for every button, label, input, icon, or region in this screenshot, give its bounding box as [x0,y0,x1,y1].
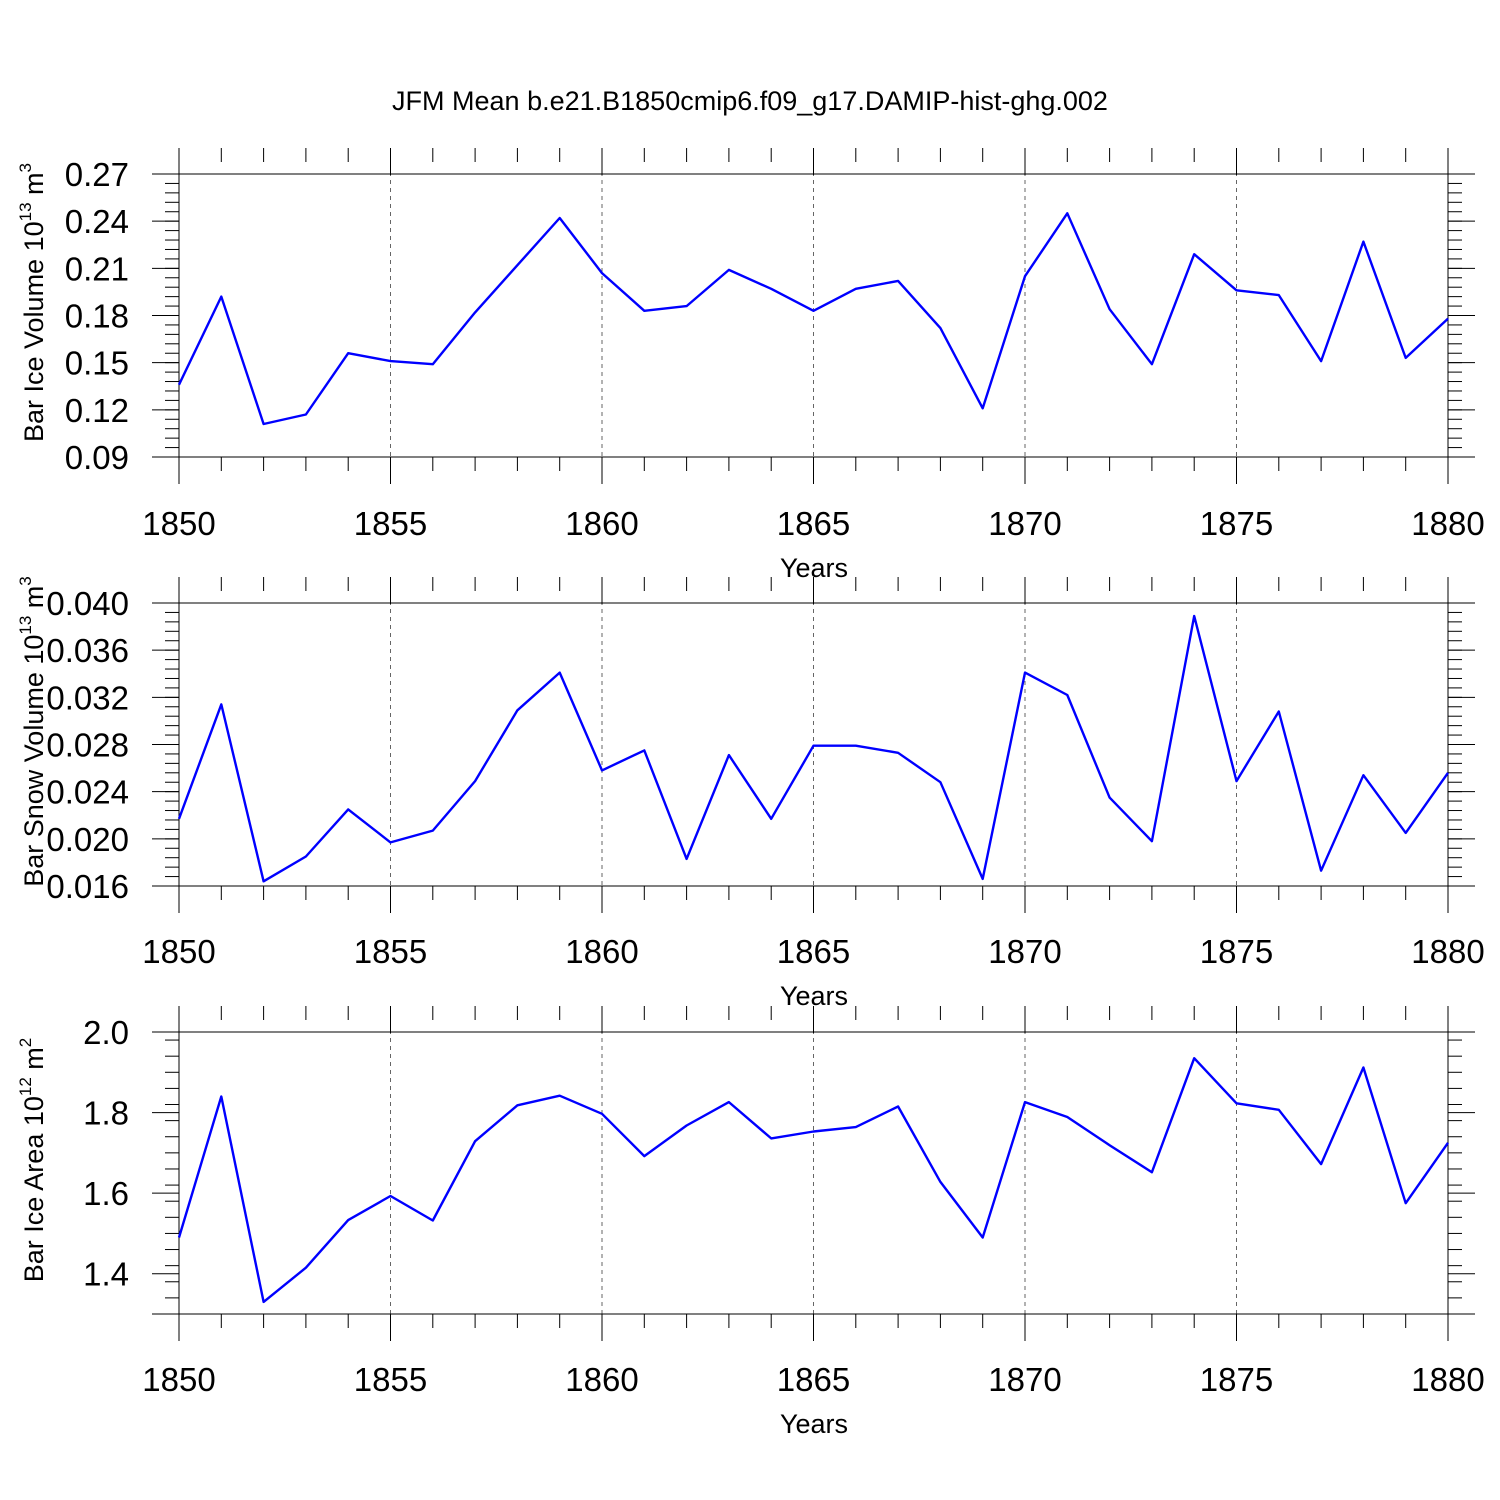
series-line [177,1056,1449,1304]
x-tick-label: 1870 [988,933,1061,970]
x-tick-label: 1875 [1200,933,1273,970]
y-tick-label: 1.4 [83,1256,129,1293]
panel-2: 0.016 0.020 0.024 0.028 0.032 0.036 0.040 1850 1… [16,576,1485,1011]
y-axis-title-unit: m [19,1047,49,1077]
y-tick-label: 0.016 [46,868,129,905]
y-axis-title-text: Bar Snow Volume 10 [19,635,49,887]
x-tick-label: 1865 [777,1361,850,1398]
x-tick-label: 1880 [1411,1361,1484,1398]
y-tick-label: 0.24 [65,203,129,240]
series-line [177,212,1449,426]
y-tick-label: 0.27 [65,156,129,193]
x-tick-label: 1850 [142,933,215,970]
y-tick-label: 0.09 [65,439,129,476]
x-axis-title: Years [780,1409,848,1439]
y-tick-label: 0.036 [46,632,129,669]
y-axis-title: Bar Snow Volume 1013 m3 [16,576,49,887]
x-tick-label: 1850 [142,505,215,542]
x-tick-label: 1870 [988,505,1061,542]
y-axis-title-exponent: 13 [16,616,35,635]
y-tick-label: 0.15 [65,345,129,382]
x-tick-label: 1855 [354,933,427,970]
y-axis-title: Bar Ice Volume 1013 m3 [16,163,49,442]
panels: 0.09 0.12 0.15 0.18 0.21 0.24 0.27 1850 1855 1860… [16,148,1485,1439]
y-tick-label: 0.024 [46,774,129,811]
y-tick-label: 2.0 [83,1014,129,1051]
y-tick-label: 0.21 [65,250,129,287]
y-tick-label: 0.18 [65,298,129,335]
series-line [177,614,1449,883]
y-tick-label: 0.040 [46,585,129,622]
x-tick-label: 1875 [1200,1361,1273,1398]
figure-title: JFM Mean b.e21.B1850cmip6.f09_g17.DAMIP-… [392,86,1108,116]
y-tick-label: 1.6 [83,1175,129,1212]
panel-1: 0.09 0.12 0.15 0.18 0.21 0.24 0.27 1850 1855 1860… [16,148,1485,583]
y-axis-title-unit: m [19,586,49,616]
y-axis-title-exponent: 13 [16,202,35,221]
y-axis-title: Bar Ice Area 1012 m2 [16,1038,49,1283]
x-tick-label: 1880 [1411,933,1484,970]
y-axis-title-exponent: 12 [16,1077,35,1096]
y-axis-title-text: Bar Ice Volume 10 [19,221,49,442]
x-tick-label: 1860 [565,933,638,970]
x-tick-label: 1860 [565,505,638,542]
y-axis-title-unit-exponent: 2 [16,1038,35,1047]
y-tick-label: 0.028 [46,727,129,764]
y-tick-label: 0.12 [65,392,129,429]
y-tick-label: 0.020 [46,821,129,858]
y-axis-title-unit-exponent: 3 [16,576,35,585]
x-tick-label: 1860 [565,1361,638,1398]
x-tick-label: 1850 [142,1361,215,1398]
panel-3: 1.4 1.6 1.8 2.0 1850 1855 1860 1865 1870 1875 1880… [16,1006,1485,1439]
y-tick-label: 0.032 [46,679,129,716]
x-tick-label: 1875 [1200,505,1273,542]
y-axis-title-text: Bar Ice Area 10 [19,1096,49,1282]
y-axis-title-unit-exponent: 3 [16,163,35,172]
x-tick-label: 1865 [777,505,850,542]
y-axis-title-unit: m [19,172,49,202]
x-tick-label: 1870 [988,1361,1061,1398]
y-tick-label: 1.8 [83,1095,129,1132]
x-tick-label: 1855 [354,505,427,542]
x-tick-label: 1880 [1411,505,1484,542]
x-tick-label: 1855 [354,1361,427,1398]
x-tick-label: 1865 [777,933,850,970]
